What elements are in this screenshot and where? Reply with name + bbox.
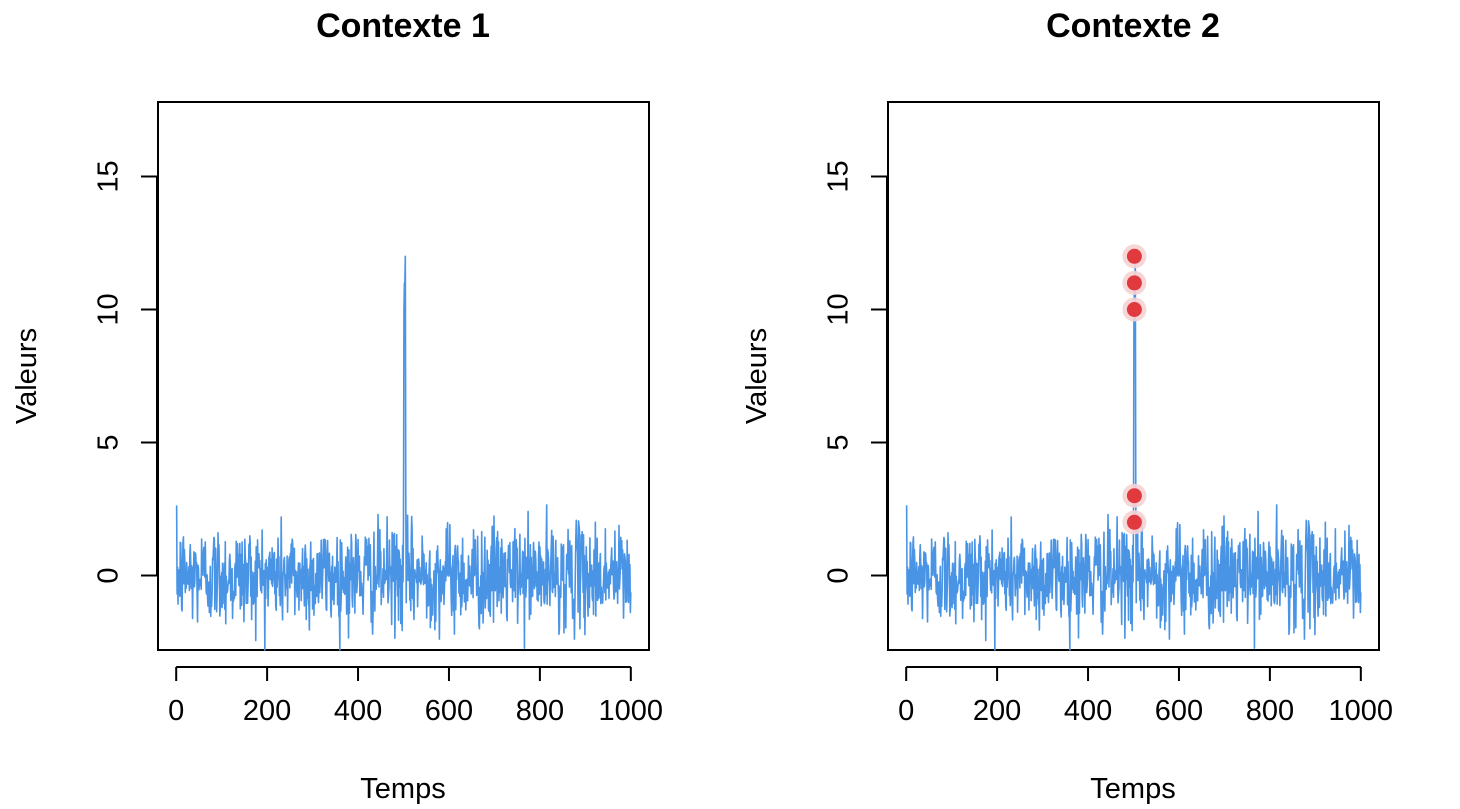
series-line — [175, 255, 632, 651]
y-tick-label: 10 — [93, 293, 125, 325]
y-axis: 0 5 10 15 — [93, 160, 158, 584]
panel-contexte-1: Contexte 1 Temps Valeurs 0 200 400 600 800 10… — [11, 7, 663, 805]
x-axis-label: Temps — [1090, 773, 1175, 805]
highlight-point — [1126, 275, 1142, 291]
x-tick-label: 200 — [973, 695, 1021, 727]
x-axis-label: Temps — [360, 773, 445, 805]
highlight-point — [1126, 248, 1142, 264]
chart-title: Contexte 1 — [316, 7, 490, 45]
series-group — [905, 255, 1362, 651]
y-axis: 0 5 10 15 — [823, 160, 888, 584]
x-tick-label: 400 — [334, 695, 382, 727]
y-tick-label: 5 — [93, 434, 125, 450]
x-tick-label: 600 — [425, 695, 473, 727]
x-tick-label: 400 — [1064, 695, 1112, 727]
y-axis-label: Valeurs — [741, 328, 773, 424]
highlight-group — [1122, 244, 1147, 535]
highlight-point — [1126, 514, 1142, 530]
y-axis-label: Valeurs — [11, 328, 43, 424]
series-line — [905, 255, 1362, 651]
y-tick-label: 15 — [823, 160, 855, 192]
chart-title: Contexte 2 — [1046, 7, 1220, 45]
x-tick-label: 1000 — [599, 695, 664, 727]
x-tick-label: 1000 — [1329, 695, 1394, 727]
x-tick-label: 800 — [1246, 695, 1294, 727]
highlight-point — [1126, 488, 1142, 504]
y-tick-label: 0 — [823, 567, 855, 583]
x-axis: 0 200 400 600 800 1000 — [168, 666, 664, 727]
y-tick-label: 5 — [823, 434, 855, 450]
x-tick-label: 800 — [516, 695, 564, 727]
x-tick-label: 0 — [168, 695, 184, 727]
x-tick-label: 200 — [243, 695, 291, 727]
highlight-point — [1126, 301, 1142, 317]
y-tick-label: 0 — [93, 567, 125, 583]
x-axis: 0 200 400 600 800 1000 — [898, 666, 1394, 727]
x-tick-label: 600 — [1155, 695, 1203, 727]
panel-contexte-2: Contexte 2 Temps Valeurs 0 200 400 600 800 10… — [741, 7, 1393, 805]
y-tick-label: 10 — [823, 293, 855, 325]
series-group — [175, 255, 632, 651]
y-tick-label: 15 — [93, 160, 125, 192]
x-tick-label: 0 — [898, 695, 914, 727]
